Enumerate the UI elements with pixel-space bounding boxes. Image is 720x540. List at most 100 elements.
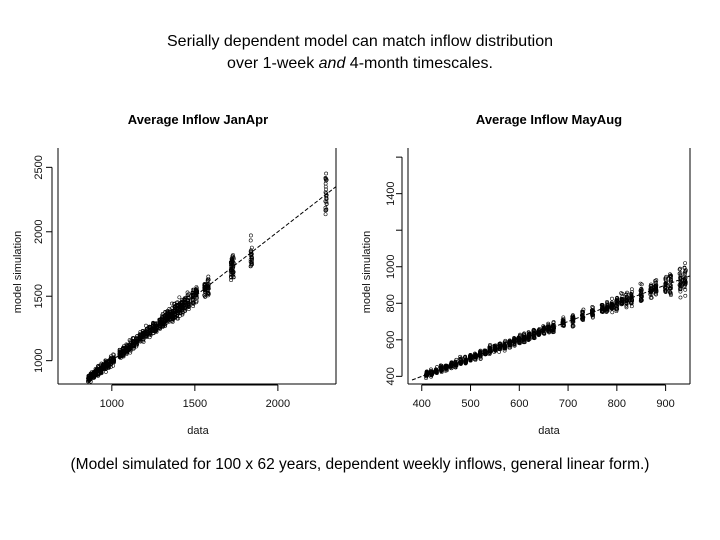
data-point <box>531 332 536 336</box>
data-point <box>435 365 439 369</box>
data-point <box>194 286 199 291</box>
data-point <box>639 289 643 294</box>
data-point <box>170 301 174 306</box>
data-point <box>472 357 477 362</box>
data-point <box>498 347 503 352</box>
data-point <box>678 295 683 300</box>
y-axis-label: model simulation <box>12 231 24 314</box>
data-point <box>614 307 619 312</box>
data-point <box>249 251 254 256</box>
data-point <box>678 282 682 287</box>
data-point <box>682 283 687 288</box>
data-point <box>683 293 688 298</box>
data-point <box>249 245 254 250</box>
data-point <box>649 286 654 291</box>
data-point <box>648 292 653 297</box>
data-point <box>425 369 430 374</box>
data-point <box>653 289 658 294</box>
data-point <box>324 207 329 212</box>
title-line2-emphasis: and <box>318 55 346 72</box>
y-axis-label: model simulation <box>361 231 373 314</box>
data-point <box>425 371 430 375</box>
data-point <box>464 360 469 365</box>
data-point <box>678 273 683 278</box>
data-point <box>600 309 605 314</box>
data-point <box>669 293 673 298</box>
data-point <box>599 307 604 312</box>
data-point <box>517 336 521 341</box>
title-line2-pre: over 1-week <box>227 55 319 72</box>
data-point <box>205 277 210 282</box>
data-point <box>111 356 116 361</box>
data-point <box>99 370 104 375</box>
x-tick-label: 700 <box>559 398 577 410</box>
data-point <box>170 319 175 324</box>
y-tick-label: 1400 <box>385 181 397 205</box>
data-point <box>183 309 188 313</box>
data-point <box>153 329 158 333</box>
data-point <box>111 359 116 364</box>
data-point <box>478 351 483 356</box>
data-point <box>542 326 546 331</box>
data-point <box>250 260 254 265</box>
data-point <box>550 324 555 328</box>
x-axis-label: data <box>187 425 209 437</box>
data-point <box>323 184 328 189</box>
data-point <box>449 364 454 369</box>
data-point <box>503 343 507 348</box>
data-point <box>249 248 253 253</box>
data-point <box>619 291 624 296</box>
data-point <box>144 323 148 328</box>
data-point <box>678 266 683 271</box>
data-point <box>683 269 688 274</box>
data-point <box>324 176 328 181</box>
data-point <box>190 300 195 305</box>
data-point <box>605 306 610 310</box>
data-point <box>512 340 517 345</box>
data-point <box>206 284 211 289</box>
data-point <box>668 285 672 290</box>
data-point <box>614 307 618 311</box>
data-point <box>502 345 507 350</box>
data-point <box>653 280 658 285</box>
data-point <box>449 366 454 371</box>
data-point <box>629 294 634 299</box>
data-point <box>669 276 673 281</box>
scatter-points <box>86 171 329 384</box>
data-point <box>546 326 550 331</box>
data-point <box>323 208 328 213</box>
data-point <box>444 366 449 371</box>
y-tick-label: 2000 <box>33 220 45 244</box>
data-point <box>610 296 614 301</box>
data-point <box>668 274 673 279</box>
data-point <box>194 293 199 298</box>
data-point <box>619 298 624 303</box>
data-point <box>614 309 619 314</box>
title-line2-post: 4-month timescales. <box>345 55 493 72</box>
data-point <box>630 297 634 302</box>
data-point <box>668 290 673 295</box>
data-point <box>110 357 115 362</box>
data-point <box>443 365 448 370</box>
data-point <box>526 337 531 341</box>
data-point <box>521 340 526 345</box>
data-point <box>663 285 668 289</box>
data-point <box>512 341 517 346</box>
footnote: (Model simulated for 100 x 62 years, dep… <box>70 456 650 473</box>
data-point <box>570 316 575 321</box>
scatter-points <box>423 261 688 380</box>
data-point <box>488 347 493 352</box>
x-tick-label: 1500 <box>183 398 207 410</box>
data-point <box>487 349 492 354</box>
data-point <box>570 319 575 324</box>
data-point <box>190 295 195 300</box>
data-point <box>482 348 487 353</box>
data-point <box>177 295 182 300</box>
data-point <box>434 370 439 375</box>
slide-title-line2: over 1-week and 4-month timescales. <box>0 53 720 75</box>
data-point <box>508 340 513 345</box>
data-point <box>103 369 108 374</box>
x-axis-label: data <box>538 425 560 437</box>
data-point <box>454 357 459 362</box>
